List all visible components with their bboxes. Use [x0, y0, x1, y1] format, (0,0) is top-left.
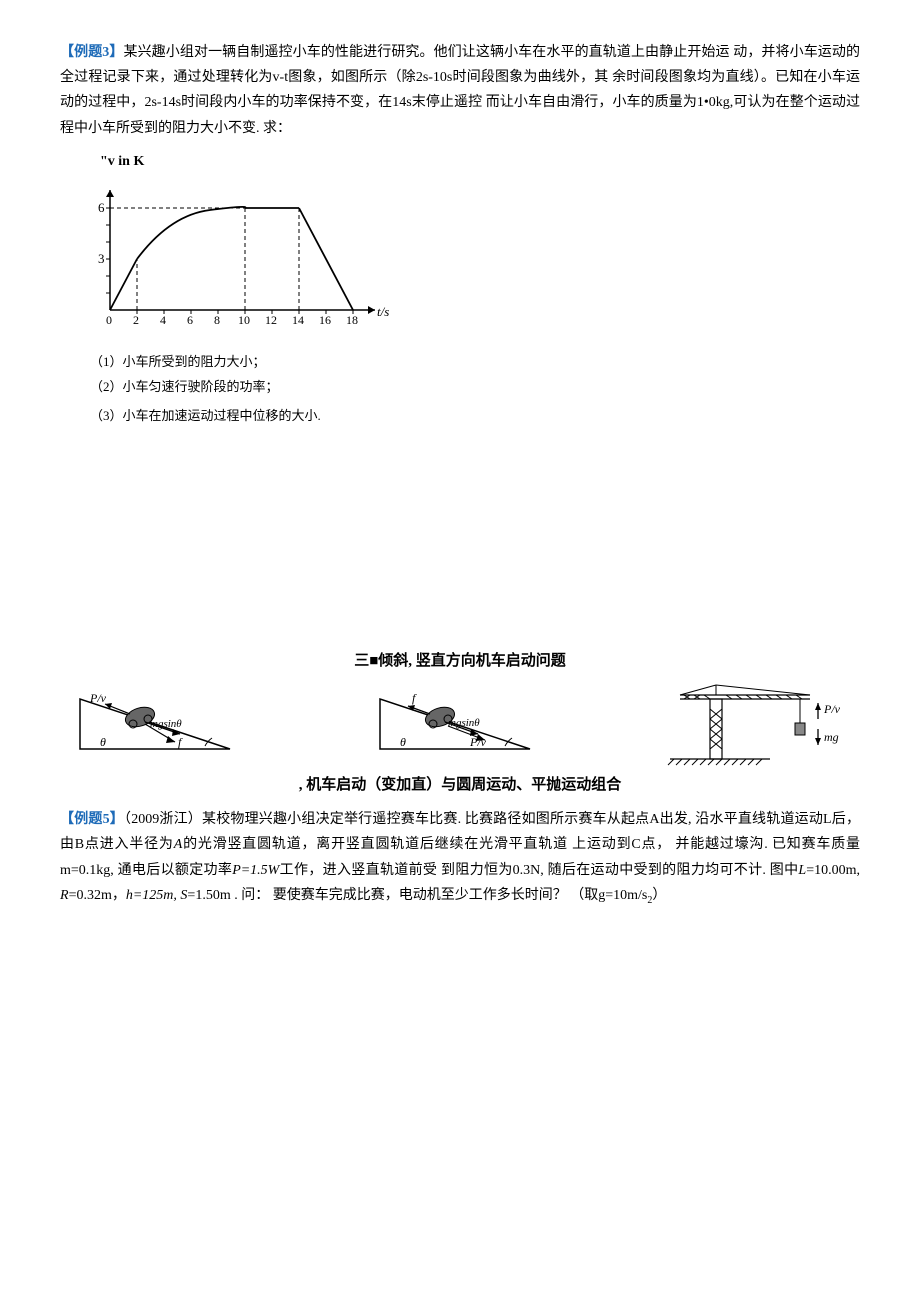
- incline-down-diagram: θ f mgsinθ P/v: [360, 684, 550, 764]
- svg-text:8: 8: [214, 313, 220, 327]
- svg-text:6: 6: [187, 313, 193, 327]
- example5-pval: P=1.5W: [232, 863, 279, 878]
- svg-text:t/s: t/s: [377, 304, 389, 319]
- example3-text: 某兴趣小组对一辆自制遥控小车的性能进行研究。他们让这辆小车在水平的直轨道上由静止…: [60, 45, 860, 136]
- example5-paragraph: 【例题5】（2009浙江）某校物理兴趣小组决定举行遥控赛车比赛. 比赛路径如图所…: [60, 807, 860, 909]
- example5-rnum: =0.32m，: [69, 888, 126, 903]
- svg-text:P/v: P/v: [823, 702, 841, 716]
- example5-hval: h=125m,: [126, 888, 177, 903]
- svg-text:2: 2: [133, 313, 139, 327]
- section3-title: 三■倾斜, 竖直方向机车启动问题: [60, 648, 860, 675]
- svg-text:0: 0: [106, 313, 112, 327]
- question-3: （3）小车在加速运动过程中位移的大小.: [90, 404, 860, 429]
- example3-label: 【例题3】: [60, 45, 123, 60]
- svg-text:16: 16: [319, 313, 331, 327]
- svg-text:P/v: P/v: [469, 735, 487, 749]
- example5-snum: =1.50m . 问： 要使赛车完成比赛，电动机至少工作多长时间？ （取g=10…: [187, 888, 647, 903]
- svg-text:θ: θ: [400, 735, 406, 749]
- svg-text:f: f: [178, 735, 183, 749]
- svg-text:18: 18: [346, 313, 358, 327]
- svg-text:mg: mg: [824, 730, 839, 744]
- example5-text3: 工作，进入竖直轨道前受 到阻力恒为0.3N, 随后在运动中受到的阻力均可不计. …: [279, 863, 798, 878]
- crane-diagram: P/v mg: [660, 681, 860, 766]
- example5-lnum: =10.00m,: [806, 863, 860, 878]
- svg-text:3: 3: [98, 251, 105, 266]
- svg-text:6: 6: [98, 200, 105, 215]
- question-1: （1）小车所受到的阻力大小；: [90, 350, 860, 375]
- subtitle: , 机车启动（变加直）与圆周运动、平抛运动组合: [60, 772, 860, 799]
- example5-rvar: R: [60, 888, 69, 903]
- svg-text:f: f: [412, 691, 417, 705]
- example5-label: 【例题5】: [60, 812, 124, 827]
- svg-text:θ: θ: [100, 735, 106, 749]
- example3-paragraph: 【例题3】某兴趣小组对一辆自制遥控小车的性能进行研究。他们让这辆小车在水平的直轨…: [60, 40, 860, 141]
- example3-questions: （1）小车所受到的阻力大小； （2）小车匀速行驶阶段的功率； （3）小车在加速运…: [90, 350, 860, 428]
- svg-text:4: 4: [160, 313, 166, 327]
- svg-text:14: 14: [292, 313, 304, 327]
- example5-end: ）: [652, 888, 666, 903]
- svg-text:mgsinθ: mgsinθ: [150, 718, 182, 730]
- svg-text:10: 10: [238, 313, 250, 327]
- diagrams-row: θ P/v mgsinθ f θ f mgsinθ P/v: [60, 681, 860, 766]
- question-2: （2）小车匀速行驶阶段的功率；: [90, 375, 860, 400]
- vt-chart-ylabel: "v in K: [100, 149, 860, 174]
- svg-text:P/v: P/v: [89, 691, 107, 705]
- vt-chart: 6 3 0 2 4 6 8 10 12 14 16 18 t/s: [80, 180, 860, 344]
- svg-text:12: 12: [265, 313, 277, 327]
- incline-up-diagram: θ P/v mgsinθ f: [60, 684, 250, 764]
